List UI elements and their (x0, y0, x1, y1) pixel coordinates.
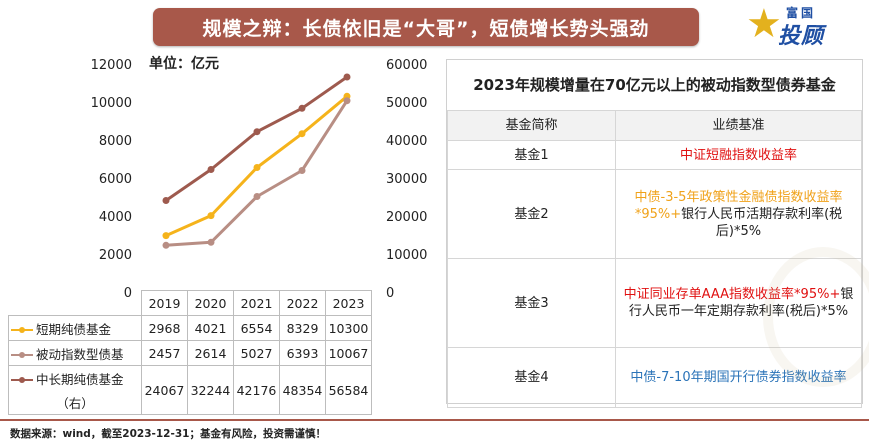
brand-logo: ★ 富国 投顾 (746, 1, 864, 49)
page-title: 规模之辩：长债依旧是“大哥”，短债增长势头强劲 (153, 8, 699, 46)
legend-label: 短期纯债基金 (36, 321, 112, 337)
data-cell: 56584 (325, 365, 372, 415)
data-cell: 2968 (141, 315, 188, 341)
data-point (298, 167, 306, 174)
data-cell: 10300 (325, 315, 372, 341)
data-cell: 48354 (279, 365, 326, 415)
left-tick-label: 6000 (99, 172, 132, 187)
legend-data-table: 2019 2020 2021 2022 2023 短期纯债基金 2968 402… (8, 290, 372, 415)
right-tick-label: 40000 (386, 134, 427, 149)
legend-row-short-bond: 短期纯债基金 2968 4021 6554 8329 10300 (8, 315, 372, 341)
data-cell: 8329 (279, 315, 326, 341)
legend-row-long-bond: 中长期纯债基金 24067 32244 42176 48354 56584 (8, 365, 372, 415)
series-line-2 (165, 75, 348, 202)
data-cell: 32244 (187, 365, 234, 415)
data-cell: 2614 (187, 340, 234, 366)
data-cell: 10067 (325, 340, 372, 366)
data-cell: 42176 (233, 365, 280, 415)
data-cell: 24067 (141, 365, 188, 415)
data-cell: 2457 (141, 340, 188, 366)
right-tick-label: 20000 (386, 210, 427, 225)
left-tick-label: 10000 (91, 96, 132, 111)
legend-row-passive-index: 被动指数型债基 2457 2614 5027 6393 10067 (8, 340, 372, 366)
fund-panel: 2023年规模增量在70亿元以上的被动指数型债券基金 基金简称 业绩基准 基金1… (446, 59, 869, 408)
data-cell: 6554 (233, 315, 280, 341)
fund-name-cell: 基金4 (447, 347, 616, 408)
legend-marker-passive-index (11, 350, 33, 360)
left-tick-label: 0 (124, 286, 132, 301)
fund-name-cell: 基金3 (447, 258, 616, 348)
panel-title: 2023年规模增量在70亿元以上的被动指数型债券基金 (473, 76, 836, 94)
year-cell: 2022 (279, 290, 326, 316)
footer-divider (0, 419, 869, 421)
header-benchmark: 业绩基准 (615, 110, 862, 141)
series-lines (162, 73, 351, 249)
data-point (162, 232, 170, 240)
logo-text-top: 富国 (786, 6, 817, 20)
data-cell: 4021 (187, 315, 234, 341)
legend-label: 被动指数型债基 (36, 346, 124, 362)
chart-unit-label: 单位：亿元 (149, 56, 219, 72)
table-header-row: 基金简称 业绩基准 (447, 110, 862, 141)
data-point (253, 128, 261, 136)
benchmark-cell: 中债-3-5年政策性金融债指数收益率*95%+银行人民币活期存款利率(税后)*5… (615, 169, 862, 259)
header-fund-name: 基金简称 (447, 110, 616, 141)
benchmark-text: 中证短融指数收益率 (679, 147, 797, 163)
data-point (343, 73, 351, 81)
data-point (298, 104, 306, 112)
legend-marker-short-bond (11, 325, 33, 335)
legend-label: 中长期纯债基金 (36, 371, 124, 387)
source-note: 数据来源：wind，截至2023-12-31；基金有风险，投资需谨慎！ (10, 428, 326, 440)
benchmark-text: 中债-3-5年政策性金融债指数收益率*95%+ (634, 189, 843, 222)
benchmark-text: 银行人民币活期存款利率(税后)*5% (681, 206, 843, 239)
data-point (162, 197, 170, 204)
logo-text-main: 投顾 (778, 24, 825, 49)
left-axis: 12000 10000 8000 6000 4000 2000 0 (91, 58, 132, 301)
benchmark-cell: 中证短融指数收益率 (615, 140, 862, 170)
star-icon: ★ (746, 1, 782, 47)
right-tick-label: 0 (386, 286, 394, 301)
year-cell: 2021 (233, 290, 280, 316)
fund-name-cell: 基金2 (447, 169, 616, 259)
year-cell: 2019 (141, 290, 188, 316)
table-row: 基金2 中债-3-5年政策性金融债指数收益率*95%+银行人民币活期存款利率(税… (447, 169, 862, 259)
right-tick-label: 30000 (386, 172, 427, 187)
legend-marker-long-bond (11, 375, 33, 385)
year-cell: 2020 (187, 290, 234, 316)
legend-label-suffix: （右） (8, 390, 142, 415)
data-point (207, 212, 215, 220)
table-row: 基金1 中证短融指数收益率 (447, 140, 862, 170)
right-tick-label: 10000 (386, 248, 427, 263)
right-tick-label: 60000 (386, 58, 427, 73)
left-tick-label: 2000 (99, 248, 132, 263)
data-cell: 5027 (233, 340, 280, 366)
legend-header-row: 2019 2020 2021 2022 2023 (9, 290, 372, 316)
data-point (207, 166, 215, 173)
data-point (207, 238, 215, 246)
year-cell: 2023 (325, 290, 372, 316)
data-cell: 6393 (279, 340, 326, 366)
right-axis: 60000 50000 40000 30000 20000 10000 0 (386, 58, 427, 301)
data-point (253, 164, 261, 171)
left-tick-label: 4000 (99, 210, 132, 225)
left-tick-label: 12000 (91, 58, 132, 73)
data-point (298, 130, 306, 138)
data-point (343, 97, 351, 105)
left-tick-label: 8000 (99, 134, 132, 149)
data-point (162, 241, 170, 249)
watermark-circle (763, 247, 869, 387)
data-point (253, 193, 261, 200)
right-tick-label: 50000 (386, 96, 427, 111)
fund-name-cell: 基金1 (447, 140, 616, 170)
